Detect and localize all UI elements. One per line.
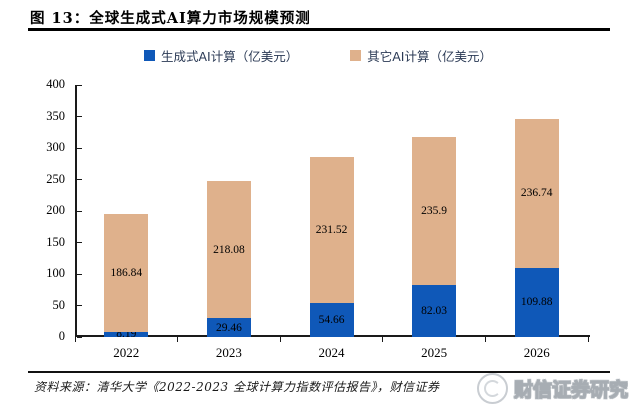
y-axis-tick: [77, 147, 82, 149]
x-axis-tick: [74, 337, 76, 342]
bar-segment-other-ai-2025: [412, 136, 457, 286]
y-axis-tick: [77, 84, 82, 86]
bar-value-label-generative-ai-2025: 82.03: [421, 305, 448, 318]
legend-label-generative-ai: 生成式AI计算（亿美元）: [161, 49, 299, 64]
x-axis-label-2022: 2022: [113, 345, 140, 360]
legend-swatch-generative-ai: [144, 50, 155, 61]
bar-value-label-other-ai-2026: 236.74: [520, 187, 553, 200]
bar-segment-other-ai-2023: [206, 181, 251, 319]
x-axis-tick: [587, 337, 589, 342]
source-note: 资料来源：清华大学《2022-2023 全球计算力指数评估报告》，财信证券: [34, 380, 440, 394]
y-axis-label: 200: [46, 203, 65, 217]
y-axis-line: [75, 85, 77, 337]
bar-value-label-other-ai-2024: 231.52: [315, 223, 348, 236]
y-axis-label: 250: [46, 171, 65, 186]
bar-value-label-other-ai-2022: 186.84: [110, 266, 143, 279]
x-axis-tick: [484, 337, 486, 342]
y-axis-tick: [77, 179, 82, 180]
y-axis-label: 50: [52, 297, 66, 312]
bar-value-label-generative-ai-2023: 29.46: [215, 321, 242, 334]
y-axis-label: 100: [46, 266, 65, 280]
bar-segment-generative-ai-2023: [206, 318, 251, 337]
watermark-text: 财信证券研究: [513, 378, 629, 401]
y-axis-tick: [77, 305, 82, 306]
legend-swatch-other-ai: [350, 50, 362, 61]
x-axis-label-2023: 2023: [215, 345, 242, 360]
legend-item-other-ai: 其它AI计算（亿美元）: [350, 46, 492, 65]
legend-item-generative-ai: 生成式AI计算（亿美元）: [144, 46, 298, 65]
bar-value-label-other-ai-2025: 235.9: [421, 205, 448, 217]
legend-label-other-ai: 其它AI计算（亿美元）: [367, 49, 492, 64]
bar-segment-other-ai-2022: [104, 214, 149, 332]
bar-segment-other-ai-2026: [514, 118, 559, 268]
footer-divider: [28, 371, 610, 373]
x-axis-tick: [382, 337, 384, 342]
y-axis-tick: [77, 242, 82, 243]
bar-segment-generative-ai-2022: [104, 331, 149, 337]
caixin-securities-logo-icon: [477, 372, 508, 404]
bar-value-label-other-ai-2023: 218.08: [213, 243, 245, 256]
chart-legend: 生成式AI计算（亿美元） 其它AI计算（亿美元）: [0, 46, 636, 65]
y-axis-label: 400: [46, 77, 65, 91]
watermark: 财信证券研究: [477, 366, 636, 410]
y-axis-label: 150: [46, 234, 65, 249]
figure-title: 图 13：全球生成式AI算力市场规模预测: [30, 10, 311, 27]
y-axis-tick: [77, 336, 82, 338]
x-axis-label-2025: 2025: [421, 345, 448, 360]
y-axis-tick: [77, 273, 82, 275]
y-axis-label: 350: [46, 108, 65, 123]
x-axis-tick: [279, 337, 281, 342]
x-axis-label-2026: 2026: [523, 345, 550, 360]
bar-value-label-generative-ai-2026: 109.88: [520, 296, 553, 309]
bar-segment-other-ai-2024: [309, 156, 354, 303]
y-axis-label: 0: [58, 329, 65, 343]
x-axis-label-2024: 2024: [318, 345, 345, 360]
y-axis-tick: [77, 116, 82, 117]
x-axis-tick: [177, 337, 179, 342]
bar-segment-generative-ai-2024: [309, 302, 354, 337]
stacked-bar-chart: 0 50 100 150 200 250 300 350 400 8.19 186.84 2022 29…: [46, 77, 590, 360]
bar-segment-generative-ai-2025: [412, 285, 457, 337]
y-axis-label: 300: [46, 140, 65, 154]
y-axis-tick: [77, 210, 82, 212]
title-divider: [28, 28, 610, 31]
bar-segment-generative-ai-2026: [514, 267, 559, 337]
bar-value-label-generative-ai-2024: 54.66: [318, 313, 345, 326]
